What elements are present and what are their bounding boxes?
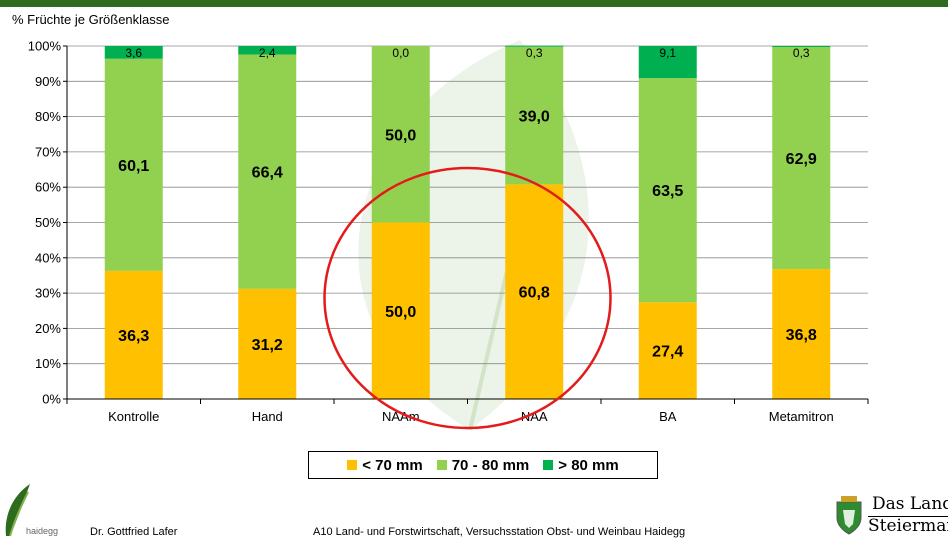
data-label: 0,3 <box>793 46 810 60</box>
highlight-circle <box>323 166 612 430</box>
legend-item-medium: 70 - 80 mm <box>436 456 530 474</box>
y-tick-label: 10% <box>35 356 61 371</box>
logo-line1: Das Land <box>872 494 948 514</box>
data-label: 60,1 <box>118 158 149 175</box>
x-tick-label: Kontrolle <box>108 409 159 424</box>
y-tick-label: 70% <box>35 144 61 159</box>
stacked-bar-chart: 36,3 60,1 3,6 31,2 66,4 2,4 50,0 50,0 0,0 60,8 39,… <box>28 39 869 431</box>
bar-segment <box>104 58 163 271</box>
chart-legend: < 70 mm 70 - 80 mm > 80 mm <box>308 451 658 479</box>
data-label: 63,5 <box>652 183 683 200</box>
footer-author: Dr. Gottfried Lafer <box>90 526 178 538</box>
legend-label-medium: 70 - 80 mm <box>451 456 530 474</box>
leaf-logo-icon <box>5 484 30 537</box>
y-tick-label: 40% <box>35 250 61 265</box>
header-bar <box>0 0 948 7</box>
data-label: 27,4 <box>652 344 683 361</box>
grid-lines <box>67 45 868 365</box>
legend-label-large: > 80 mm <box>558 456 619 474</box>
data-label: 31,2 <box>252 337 283 354</box>
bars-group: 36,3 60,1 3,6 31,2 66,4 2,4 50,0 50,0 0,0 60,8 39,… <box>104 45 831 399</box>
bar-segment <box>772 46 831 48</box>
y-tick-label: 100% <box>28 39 62 54</box>
legend-label-small: < 70 mm <box>362 456 423 474</box>
highlight-group <box>323 166 612 430</box>
y-axis-title: % Früchte je Größenklasse <box>12 12 170 27</box>
bar-segment <box>638 302 697 399</box>
bar-segment <box>772 269 831 399</box>
legend-item-small: < 70 mm <box>347 456 423 474</box>
bar-segment <box>505 45 564 47</box>
y-tick-label: 80% <box>35 109 61 124</box>
y-tick-label: 20% <box>35 321 61 336</box>
bar-segment <box>238 288 297 399</box>
data-label: 66,4 <box>252 165 283 182</box>
bar-segment <box>505 184 564 399</box>
data-label: 62,9 <box>786 151 817 168</box>
x-tick-label: BA <box>659 409 677 424</box>
axes-group: 0% 10% 20% 30% 40% 50% 60% 70% 80% 90% 100% Kontrol… <box>28 39 869 424</box>
bar-segment <box>638 46 697 79</box>
legend-swatch-large <box>543 460 554 470</box>
data-label: 36,3 <box>118 328 149 345</box>
data-label: 60,8 <box>519 285 550 302</box>
footer-institution: A10 Land- und Forstwirtschaft, Versuchss… <box>313 526 686 538</box>
data-label: 0,3 <box>526 46 543 60</box>
x-tick-label: Hand <box>252 409 283 424</box>
bar-segment <box>638 78 697 303</box>
steiermark-logo: Das Land Steiermark <box>832 490 948 544</box>
coat-of-arms-icon <box>836 496 862 535</box>
bar-segment <box>371 222 430 399</box>
y-tick-label: 50% <box>35 215 61 230</box>
bar-segment <box>238 46 297 55</box>
logo-divider <box>868 516 948 517</box>
y-tick-label: 90% <box>35 74 61 89</box>
data-label: 0,0 <box>392 46 409 60</box>
bar-segment <box>104 270 163 399</box>
data-label: 50,0 <box>385 127 416 144</box>
data-label: 39,0 <box>519 109 550 126</box>
y-tick-label: 30% <box>35 286 61 301</box>
x-tick-label: Metamitron <box>769 409 834 424</box>
legend-swatch-medium <box>436 460 447 470</box>
haidegg-logo-text: haidegg <box>26 526 59 536</box>
x-tick-label: NAA <box>521 409 548 424</box>
haidegg-logo: haidegg <box>2 482 82 544</box>
data-label: 36,8 <box>786 327 817 344</box>
data-label: 2,4 <box>259 46 276 60</box>
bar-segment <box>238 54 297 289</box>
logo-line2: Steiermark <box>868 516 948 536</box>
data-label: 50,0 <box>385 304 416 321</box>
bar-segment <box>772 47 831 270</box>
y-tick-label: 60% <box>35 180 61 195</box>
data-label: 9,1 <box>659 46 676 60</box>
legend-item-large: > 80 mm <box>543 456 619 474</box>
bar-segment <box>104 46 163 59</box>
bar-segment <box>505 46 564 185</box>
data-label: 3,6 <box>125 46 142 60</box>
x-tick-label: NAAm <box>382 409 420 424</box>
legend-swatch-small <box>347 460 358 470</box>
y-tick-label: 0% <box>42 392 61 407</box>
